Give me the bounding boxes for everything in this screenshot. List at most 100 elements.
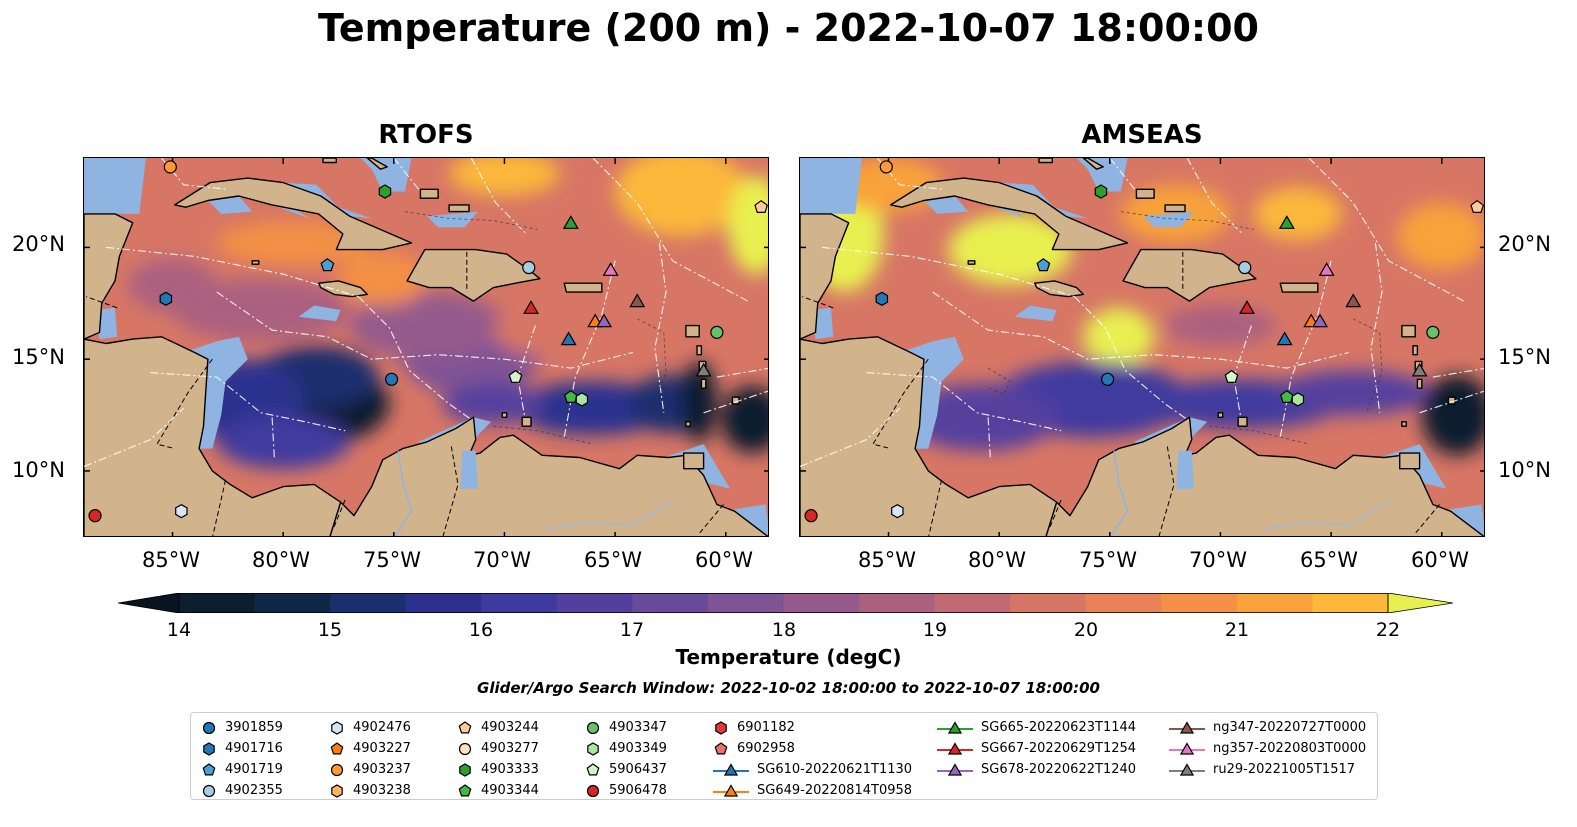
legend-marker[interactable] [202,784,216,797]
land-mass [1447,396,1456,405]
bathymetry-contour [404,211,538,230]
legend-marker[interactable] [587,741,599,756]
land-mass [448,204,470,213]
platform-marker-SG678-20220622T1240[interactable] [596,313,613,328]
legend-marker[interactable] [723,762,739,776]
legend-item: SG665-20220623T1144 [937,717,1136,738]
legend-label: SG678-20220622T1240 [981,762,1137,777]
legend-marker[interactable] [459,762,471,777]
legend-marker[interactable] [947,762,963,776]
land-mass [317,280,368,298]
platform-marker-4902476[interactable] [175,504,188,519]
platform-marker-4903244[interactable] [1470,199,1484,214]
legend-label: SG667-20220629T1254 [981,741,1137,756]
platform-marker-ru29-20221005T1517[interactable] [695,362,712,377]
platform-marker-SG667-20220629T1254[interactable] [1239,300,1255,314]
platform-marker-5906478[interactable] [804,509,818,523]
temperature-blob [1397,202,1484,270]
land-mass [731,396,740,405]
legend-marker[interactable] [714,741,728,754]
land-mass [1399,452,1421,470]
country-border [802,296,834,309]
platform-marker-5906437[interactable] [508,369,523,383]
platform-marker-SG610-20220621T1130[interactable] [1276,331,1293,346]
legend-item: SG610-20220621T1130 [713,759,912,780]
legend-marker[interactable] [331,720,343,735]
legend-marker-icon [202,721,216,734]
legend-label: ng357-20220803T0000 [1213,741,1367,756]
legend-marker[interactable] [723,783,739,797]
platform-marker-SG610-20220621T1130[interactable] [560,331,577,346]
temperature-blob [615,158,748,237]
platform-marker-4903344[interactable] [1279,389,1294,403]
map-panel-rtofs[interactable] [83,157,769,537]
legend-label: SG649-20220814T0958 [757,783,913,798]
legend-marker[interactable] [1179,720,1195,734]
platform-marker-ru29-20221005T1517[interactable] [1411,362,1428,377]
platform-marker-3901859[interactable] [384,372,399,386]
platform-marker-SG678-20220622T1240[interactable] [1312,313,1329,328]
map-panel-amseas[interactable] [799,157,1485,537]
bathymetry-contour [269,367,295,396]
platform-marker-ng347-20220727T0000[interactable] [629,293,646,308]
legend-marker[interactable] [715,720,727,735]
platform-marker-4903347[interactable] [1426,325,1440,339]
platform-marker-SG667-20220629T1254[interactable] [523,300,539,314]
legend-marker[interactable] [202,721,216,734]
colorbar-segment [934,593,1011,613]
panel-title-amseas: AMSEAS [1081,120,1203,150]
legend-marker[interactable] [586,784,600,797]
eez-boundary [1109,158,1137,192]
eez-boundary [592,158,749,302]
platform-marker-ng357-20220803T0000[interactable] [1318,262,1335,276]
legend-marker[interactable] [947,720,963,734]
legend-marker[interactable] [947,741,963,755]
legend-marker[interactable] [586,721,600,734]
legend-marker[interactable] [586,762,600,775]
legend-marker[interactable] [202,762,216,775]
platform-marker-5906478[interactable] [88,509,102,523]
legend-marker[interactable] [458,742,472,755]
land-mass [800,213,850,340]
legend-marker-icon [1169,762,1205,776]
platform-marker-3901859[interactable] [1100,372,1115,386]
platform-marker-4903344[interactable] [563,389,578,403]
legend-label: 4903238 [353,783,411,798]
legend-marker[interactable] [458,783,472,796]
platform-marker-SG665-20220623T1144[interactable] [562,215,579,229]
platform-marker-4903333[interactable] [378,184,392,199]
platform-marker-4903349[interactable] [575,392,589,407]
platform-marker-4903349[interactable] [1291,392,1305,407]
eez-boundary [470,158,527,235]
platform-marker-4901716[interactable] [159,291,173,306]
platform-marker-5906437[interactable] [1224,369,1239,383]
legend-marker[interactable] [458,720,472,733]
platform-marker-4903237[interactable] [163,160,177,174]
platform-marker-4903244[interactable] [754,199,768,214]
platform-marker-4901716[interactable] [875,291,889,306]
platform-marker-SG665-20220623T1144[interactable] [1278,215,1295,229]
land-mass [84,213,134,340]
legend-marker[interactable] [330,741,344,754]
platform-marker-4902476[interactable] [891,504,904,519]
bathymetry-contour [1352,318,1383,413]
legend-marker[interactable] [330,763,344,776]
platform-marker-4903347[interactable] [710,325,724,339]
legend-marker[interactable] [1179,741,1195,755]
temperature-blob [1275,370,1431,416]
temperature-blob [727,175,768,275]
platform-marker-4901719[interactable] [320,258,335,272]
platform-marker-ng347-20220727T0000[interactable] [1345,293,1362,308]
platform-marker-4902355[interactable] [522,260,536,275]
legend-marker[interactable] [1179,762,1195,776]
platform-marker-ng357-20220803T0000[interactable] [602,262,619,276]
platform-legend: 3901859 4901716 4901719 4902355 4902476 49032… [190,712,1378,800]
platform-marker-4901719[interactable] [1036,258,1051,272]
bathymetry-contour [493,425,594,445]
legend-item: 3901859 [201,717,283,738]
legend-marker[interactable] [331,783,343,798]
platform-marker-4903237[interactable] [879,160,893,174]
platform-marker-4902355[interactable] [1238,260,1252,275]
platform-marker-4903333[interactable] [1094,184,1108,199]
legend-marker[interactable] [203,741,215,756]
